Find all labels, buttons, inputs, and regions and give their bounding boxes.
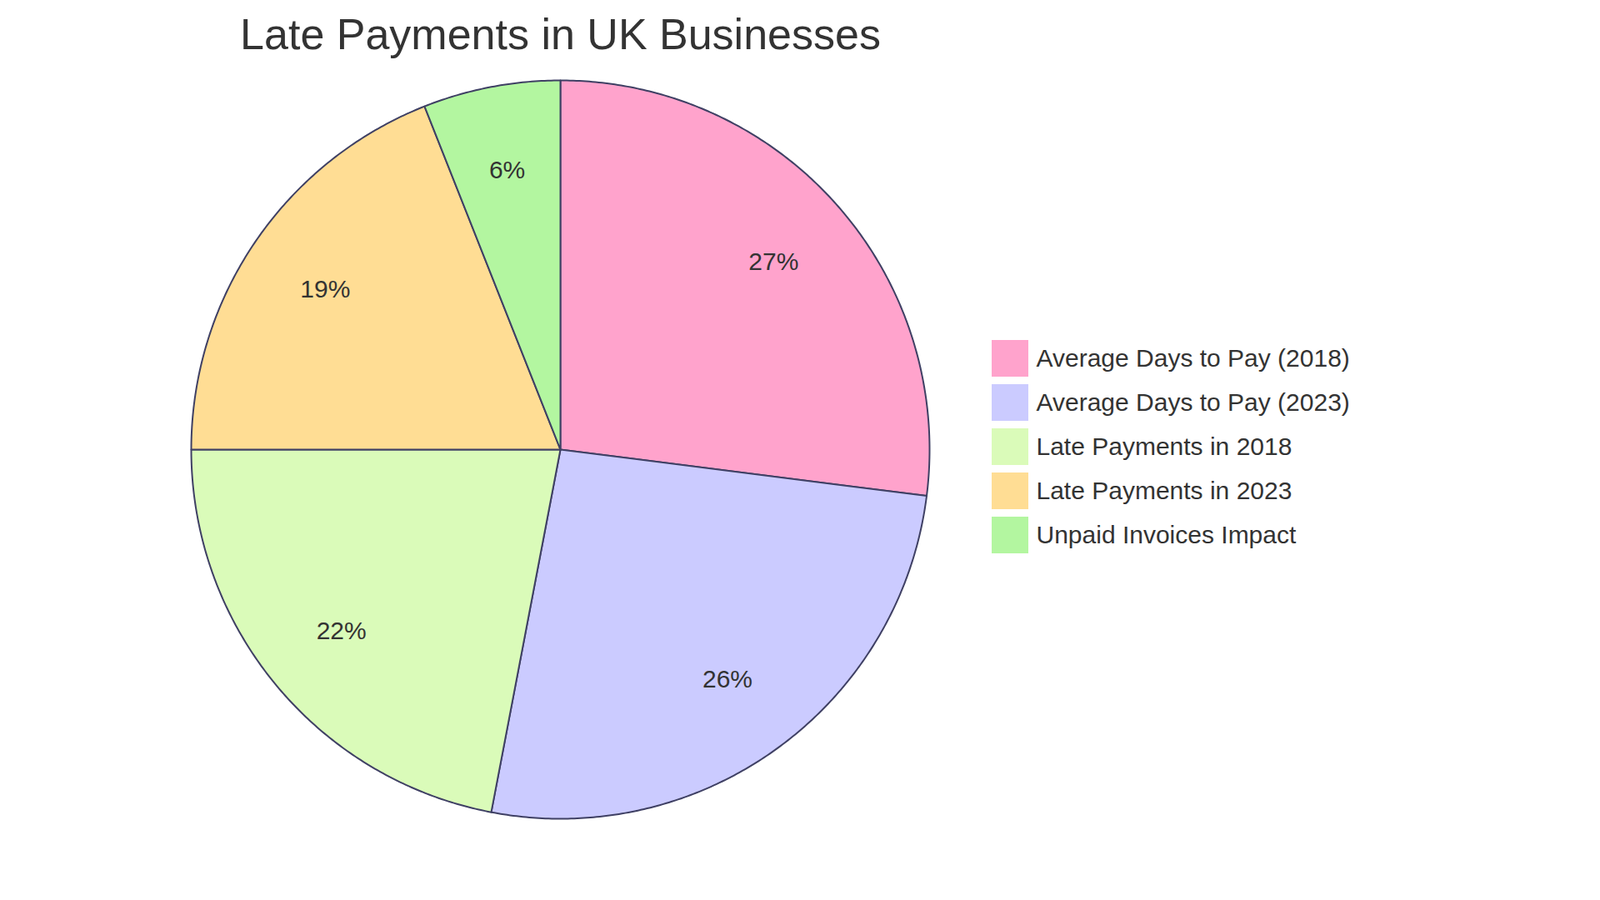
- svg-text:27%: 27%: [748, 247, 799, 275]
- svg-text:Late Payments in UK Businesses: Late Payments in UK Businesses: [240, 10, 881, 59]
- svg-text:Average Days to Pay (2023): Average Days to Pay (2023): [1036, 388, 1350, 416]
- svg-text:Late Payments in 2023: Late Payments in 2023: [1036, 476, 1293, 505]
- svg-text:6%: 6%: [489, 155, 525, 184]
- svg-text:Unpaid Invoices Impact: Unpaid Invoices Impact: [1036, 520, 1297, 549]
- svg-text:22%: 22%: [316, 616, 367, 645]
- svg-text:26%: 26%: [702, 665, 753, 693]
- svg-text:Late Payments in 2018: Late Payments in 2018: [1036, 432, 1293, 460]
- svg-text:19%: 19%: [300, 275, 350, 303]
- svg-text:Average Days to Pay (2018): Average Days to Pay (2018): [1036, 344, 1350, 372]
